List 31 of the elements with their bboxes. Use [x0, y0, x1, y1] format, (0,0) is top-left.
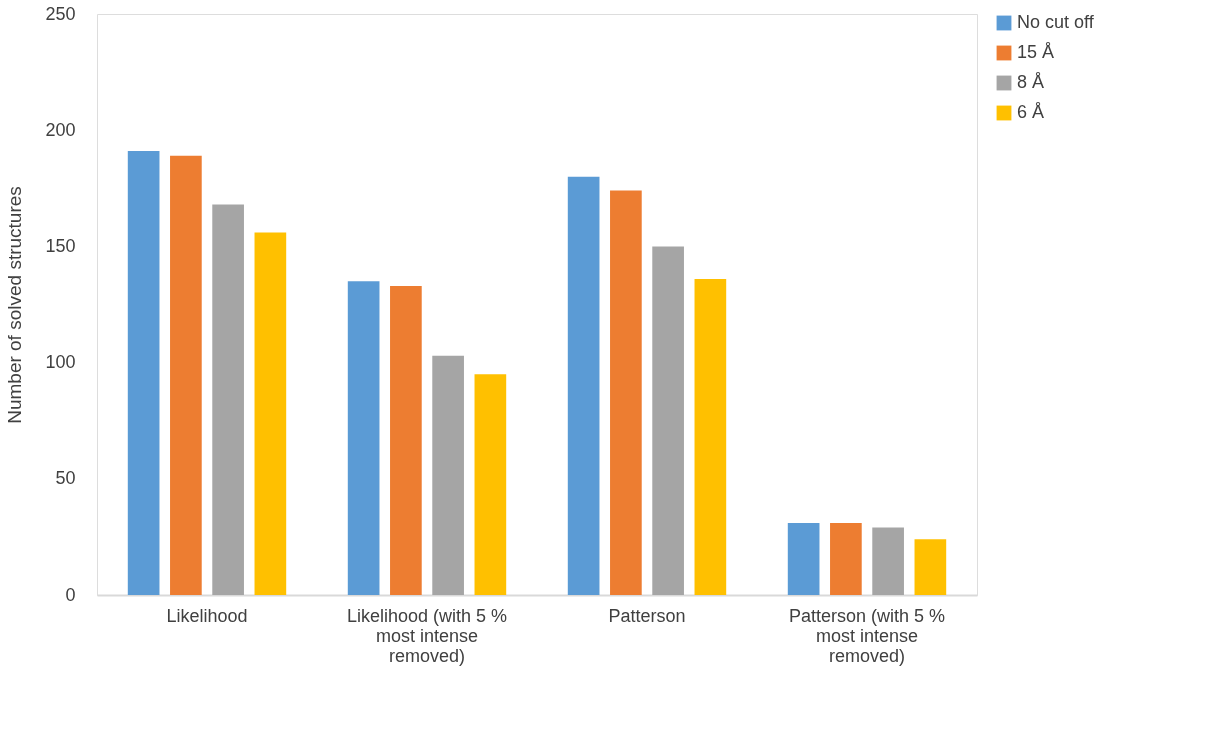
bar — [432, 355, 464, 595]
x-tick-label: Likelihood (with 5 % most intense removed) — [346, 605, 508, 666]
bar — [127, 151, 160, 595]
y-tick-label: 150 — [45, 235, 76, 256]
y-axis-title: Number of solved structures — [4, 186, 26, 424]
bar — [787, 522, 820, 595]
bar — [694, 278, 727, 595]
bar — [390, 285, 422, 595]
x-tick-label: Patterson (with 5 % most intense removed) — [788, 605, 946, 666]
y-tick-label: 100 — [45, 352, 76, 373]
legend-label: 8 Å — [1017, 72, 1045, 92]
bar — [567, 176, 600, 595]
y-tick-label: 250 — [45, 3, 76, 24]
bar — [610, 190, 642, 595]
legend-label: 6 Å — [1017, 102, 1045, 122]
legend-label: 15 Å — [1017, 42, 1055, 62]
bar — [347, 281, 380, 595]
bar — [830, 522, 862, 595]
bar — [474, 374, 507, 595]
bar — [914, 539, 947, 595]
y-tick-label: 50 — [55, 468, 76, 489]
bar — [872, 527, 904, 595]
legend-label: No cut off — [1017, 12, 1095, 32]
x-tick-label: Likelihood — [166, 605, 248, 626]
bar — [652, 246, 684, 595]
bar — [170, 155, 202, 595]
y-tick-label: 200 — [45, 119, 76, 140]
bar — [254, 232, 287, 595]
x-tick-label: Patterson — [608, 605, 686, 626]
bar — [212, 204, 244, 595]
y-tick-label: 0 — [65, 584, 76, 605]
